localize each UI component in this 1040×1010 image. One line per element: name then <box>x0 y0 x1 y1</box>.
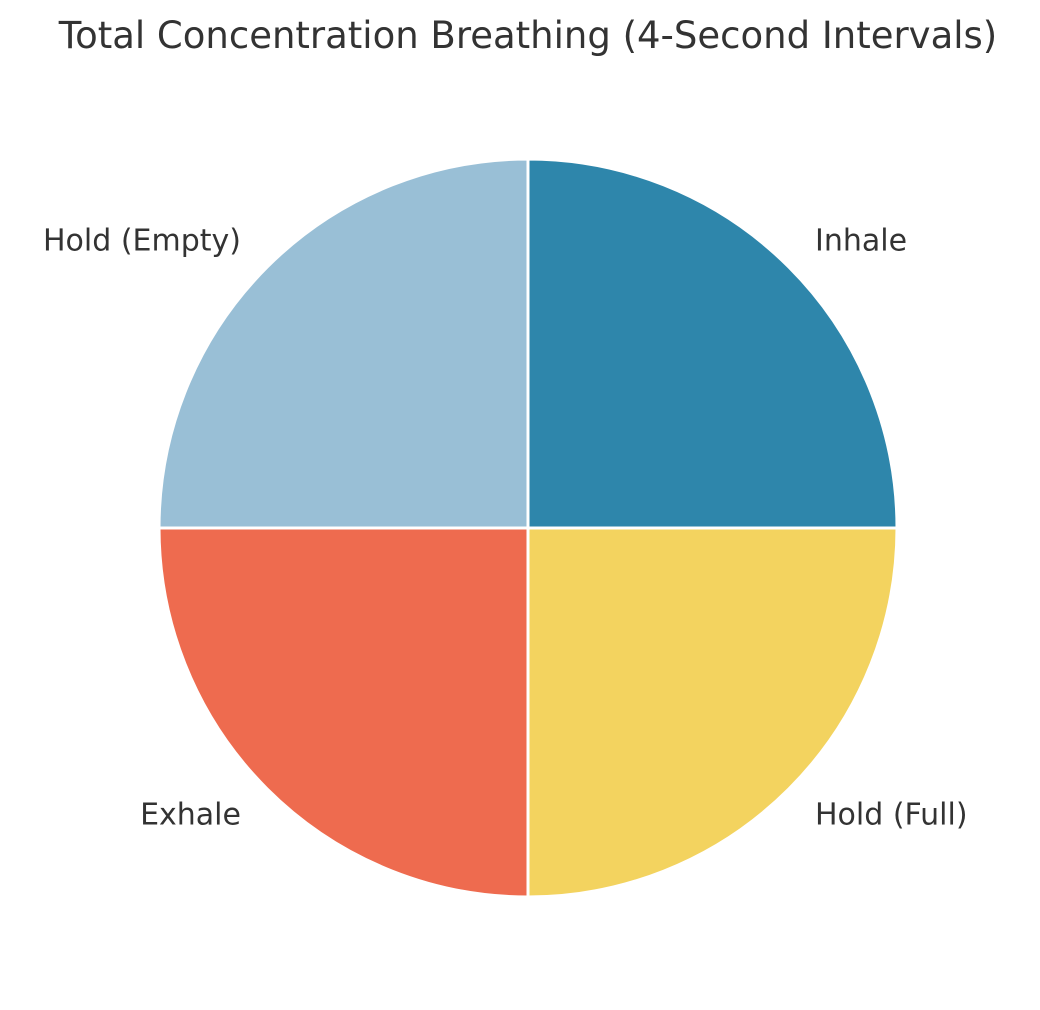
pie-label-inhale: Inhale <box>815 223 907 258</box>
pie-label-exhale: Exhale <box>140 798 241 833</box>
pie-label-hold-full: Hold (Full) <box>815 798 968 833</box>
chart-title: Total Concentration Breathing (4-Second … <box>58 14 998 57</box>
pie-slices <box>157 157 899 899</box>
pie-slice-exhale <box>157 526 530 899</box>
pie-slice-hold-empty <box>157 157 530 530</box>
pie-label-hold-empty: Hold (Empty) <box>43 223 241 258</box>
pie-slice-hold-full <box>526 526 899 899</box>
pie-labels: Inhale Hold (Full) Exhale Hold (Empty) <box>43 223 968 832</box>
pie-slice-inhale <box>526 157 899 530</box>
